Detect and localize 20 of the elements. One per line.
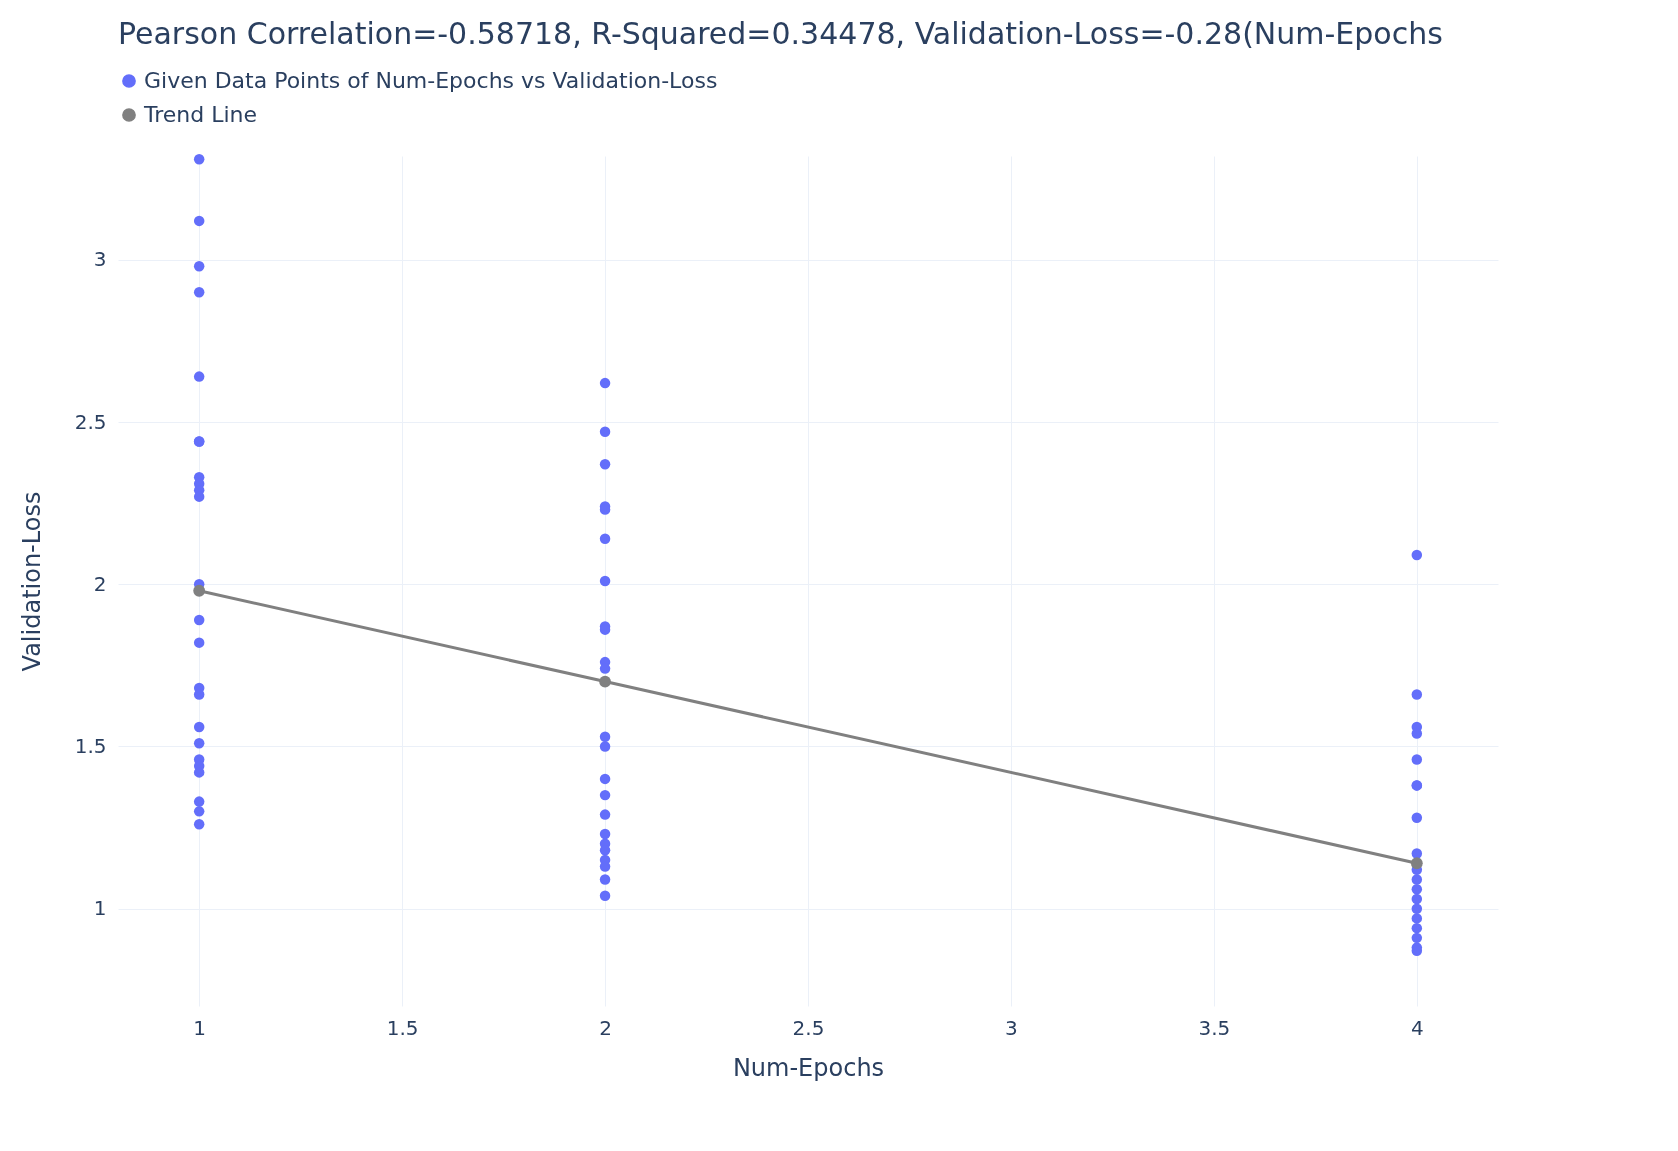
point (1410, 857, 1423, 870)
point (599, 675, 611, 688)
x-tick-label: 3.5 (1198, 1015, 1231, 1040)
legend-label: Trend Line (143, 102, 258, 127)
x-tick-label: 1.5 (386, 1015, 419, 1040)
y-tick-label: 1 (93, 896, 107, 921)
y-axis-title: Validation-Loss (17, 491, 46, 672)
point (193, 584, 206, 597)
y-tick-label: 1.5 (74, 733, 107, 758)
y-tick-label: 2.5 (74, 409, 107, 434)
x-axis-title: Num-Epochs (732, 1053, 885, 1082)
x-tick-label: 2.5 (792, 1015, 825, 1040)
x-tick-label: 4 (1410, 1015, 1424, 1040)
legend-label: Given Data Points of Num-Epochs vs Validation-Loss (144, 68, 718, 93)
x-tick-label: 3 (1005, 1015, 1018, 1040)
x-tick-label: 1 (193, 1015, 207, 1040)
y-tick-label: 3 (93, 247, 107, 272)
y-tick-label: 2 (93, 571, 107, 596)
chart-title: Pearson Correlation=-0.58718, R-Squared=0.34478, Validation-Loss=-0.28(Num-Epochs (118, 16, 1443, 51)
x-tick-label: 2 (599, 1015, 612, 1040)
